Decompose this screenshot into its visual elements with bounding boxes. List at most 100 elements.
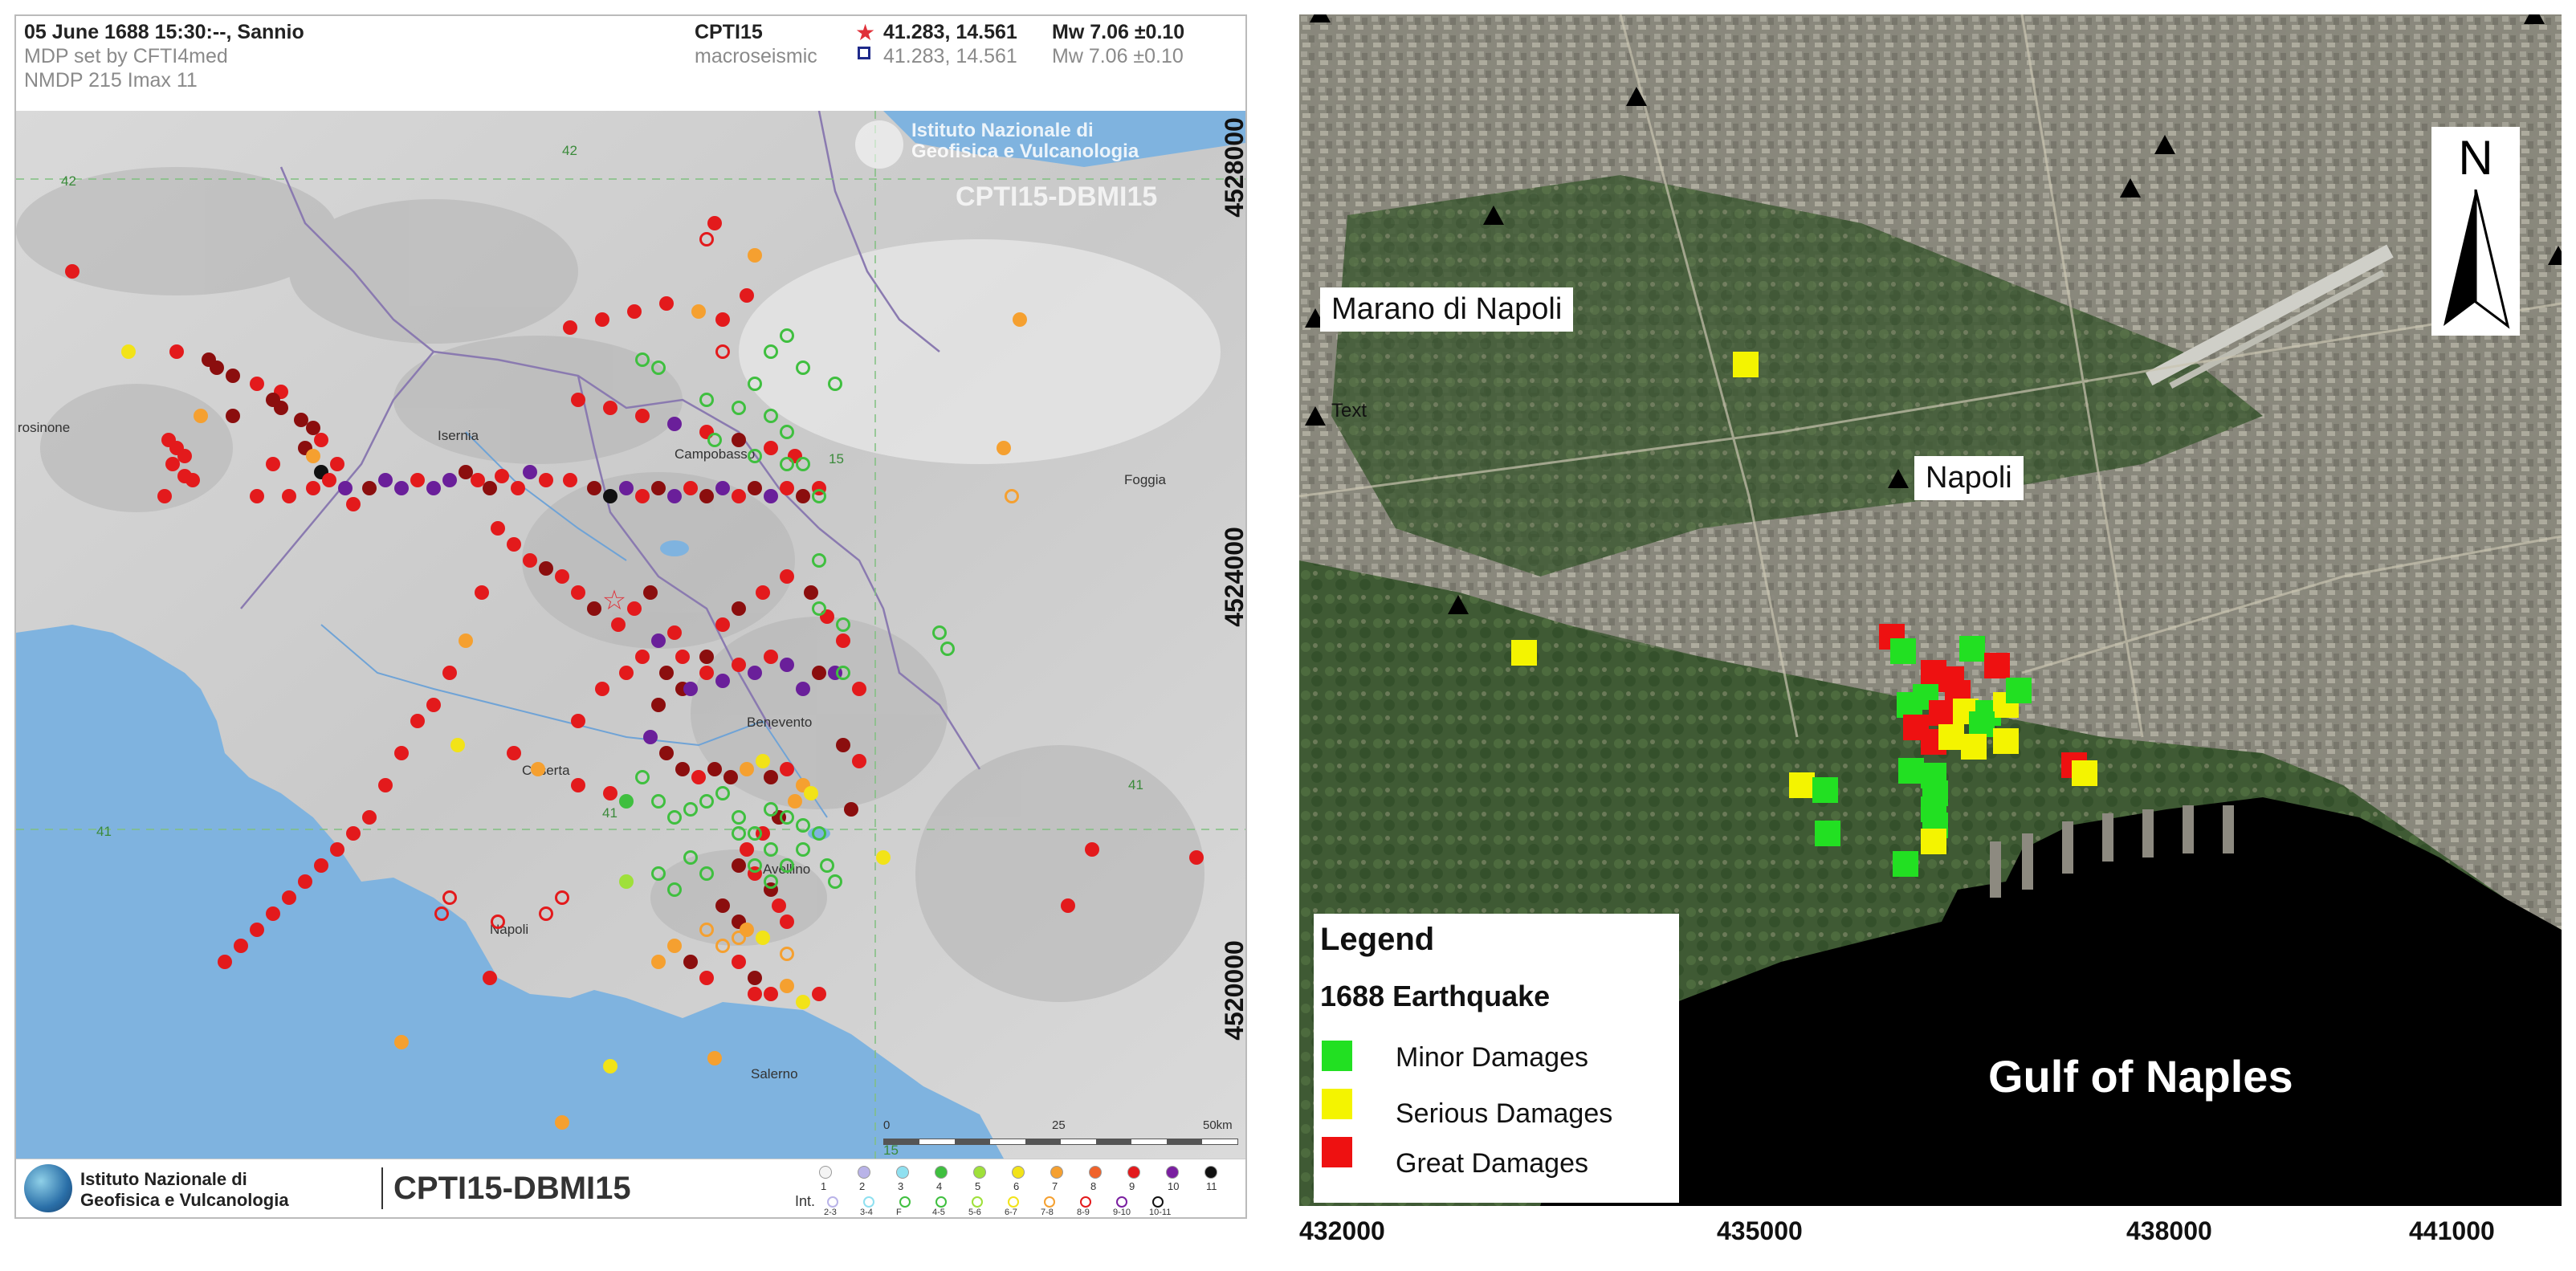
intensity-point [274, 401, 288, 415]
intensity-ring [732, 810, 746, 825]
intensity-point [852, 682, 866, 696]
intermediate-class-label: 7-8 [1041, 1208, 1054, 1217]
intensity-point [571, 714, 585, 728]
damage-square [1789, 772, 1815, 798]
intensity-point [507, 746, 521, 760]
intensity-point [756, 754, 770, 768]
x-tick-438000: 438000 [2126, 1216, 2212, 1245]
intensity-legend-label: Int. [795, 1193, 816, 1209]
intermediate-class-label: 10-11 [1149, 1208, 1172, 1217]
intensity-point [362, 481, 377, 495]
intensity-point [635, 489, 650, 503]
intensity-point [603, 1059, 618, 1073]
intensity-point [65, 264, 79, 279]
macroseismic-map-panel: 05 June 1688 15:30:--, Sannio MDP set by… [14, 14, 1247, 1219]
intensity-class-dot [1089, 1166, 1102, 1179]
intensity-ring [812, 489, 826, 503]
intensity-point [627, 601, 642, 616]
roads [1299, 14, 2562, 738]
legend-swatch-serious [1322, 1089, 1352, 1119]
intensity-ring [635, 352, 650, 367]
x-tick-432000: 432000 [1299, 1216, 1385, 1245]
intensity-point [611, 617, 626, 632]
intensity-ring [707, 433, 722, 447]
intensity-point [740, 288, 754, 303]
nmdp-text: NMDP 215 Imax 11 [24, 69, 198, 92]
intensity-point [314, 858, 328, 873]
map-header: 05 June 1688 15:30:--, Sannio MDP set by… [16, 16, 1245, 111]
intensity-point [699, 666, 714, 680]
intensity-point [555, 569, 569, 584]
intensity-point [780, 762, 794, 776]
intensity-point [844, 802, 858, 817]
catalog-label: CPTI15 [695, 21, 763, 43]
intensity-ring [539, 906, 553, 921]
intensity-point [523, 465, 537, 479]
intensity-point [595, 312, 609, 327]
intensity-point [635, 409, 650, 423]
damage-square [1890, 638, 1916, 664]
event-title: 05 June 1688 15:30:--, Sannio [24, 21, 304, 43]
damage-square [1893, 851, 1918, 877]
intensity-class-label: 3 [898, 1180, 904, 1192]
north-arrow-icon [2444, 189, 2510, 329]
damage-square [2072, 760, 2097, 786]
intensity-point [587, 601, 601, 616]
intensity-point [442, 666, 457, 680]
intensity-point [836, 633, 850, 648]
intermediate-class-ring [1044, 1196, 1055, 1208]
intensity-ring [780, 328, 794, 343]
damage-square [1812, 777, 1838, 803]
intensity-point [812, 666, 826, 680]
intensity-point [475, 585, 489, 600]
intermediate-class-label: 6-7 [1005, 1208, 1017, 1217]
grid-label: 15 [829, 451, 844, 466]
label-napoli: Napoli [1914, 456, 2024, 500]
intensity-point [667, 417, 682, 431]
label-frosinone: rosinone [18, 420, 71, 435]
intensity-point [442, 473, 457, 487]
intensity-ring [748, 377, 762, 391]
grid-label: 42 [61, 173, 76, 189]
intensity-ring [836, 666, 850, 680]
intensity-ring [812, 826, 826, 841]
intensity-point [410, 473, 425, 487]
intensity-point [531, 762, 545, 776]
intensity-ring [715, 344, 730, 359]
intensity-point [683, 481, 698, 495]
watermark-line1: Istituto Nazionale di [911, 120, 1094, 141]
intensity-point [732, 601, 746, 616]
intensity-point [707, 1051, 722, 1065]
north-arrow-label: N [2458, 131, 2493, 185]
legend-label-serious: Serious Damages [1396, 1098, 1613, 1129]
intensity-ring [748, 858, 762, 873]
intensity-point [796, 682, 810, 696]
y-tick-4520000: 4520000 [1219, 940, 1249, 1041]
damage-legend: Legend 1688 Earthquake Minor Damages Ser… [1314, 914, 1679, 1203]
damage-square [2006, 678, 2032, 703]
intensity-ring [780, 947, 794, 961]
damage-square [1921, 829, 1946, 854]
label-isernia: Isernia [438, 428, 479, 443]
intensity-point [723, 770, 738, 784]
peak-triangle-icon [1888, 469, 1909, 488]
scale-bar [883, 1139, 1238, 1145]
intensity-point [764, 489, 778, 503]
intensity-point [748, 666, 762, 680]
label-gulf-of-naples: Gulf of Naples [1988, 1051, 2293, 1102]
peak-triangle-icon [2120, 178, 2141, 198]
damage-square [1929, 700, 1954, 726]
intensity-ring [764, 802, 778, 817]
intensity-point [491, 521, 505, 536]
peak-triangle-icon [1305, 406, 1326, 426]
intensity-ring [940, 642, 955, 656]
intensity-point [691, 770, 706, 784]
intensity-point [732, 433, 746, 447]
intensity-point [555, 1115, 569, 1130]
intensity-point [651, 481, 666, 495]
peak-triangle-icon [2154, 135, 2175, 154]
legend-subtitle: 1688 Earthquake [1320, 980, 1551, 1012]
intensity-point [306, 449, 320, 463]
intensity-point [643, 585, 658, 600]
intensity-point [226, 369, 240, 383]
